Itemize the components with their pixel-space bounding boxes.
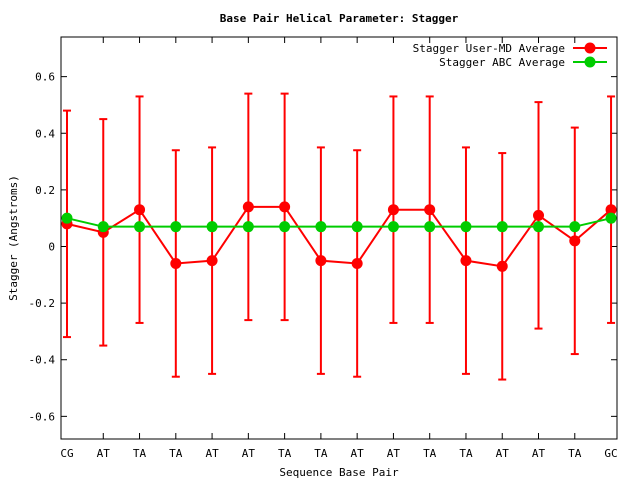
y-tick-label: -0.6: [29, 410, 56, 423]
data-point-abc: [496, 221, 508, 233]
x-tick-label: AT: [242, 447, 256, 460]
legend-marker: [584, 42, 596, 54]
data-point-abc: [97, 221, 109, 233]
data-point-abc: [170, 221, 182, 233]
data-point-abc: [206, 221, 218, 233]
x-tick-label: AT: [97, 447, 111, 460]
x-tick-label: AT: [205, 447, 219, 460]
legend-label: Stagger User-MD Average: [413, 42, 565, 55]
x-tick-label: AT: [351, 447, 365, 460]
chart-title: Base Pair Helical Parameter: Stagger: [220, 12, 459, 25]
x-axis-ticks: CG AT TA TA AT AT TA TA AT AT TA TA AT AT TA GC: [60, 37, 618, 460]
y-tick-label: 0.2: [35, 184, 55, 197]
x-tick-label: TA: [169, 447, 183, 460]
data-point-user-md: [315, 255, 327, 267]
y-tick-label: 0.4: [35, 127, 55, 140]
y-axis-ticks: -0.6 -0.4 -0.2 0 0.2 0.4 0.6: [29, 71, 617, 423]
x-axis-label: Sequence Base Pair: [279, 466, 399, 479]
x-tick-label: CG: [60, 447, 73, 460]
data-point-user-md: [351, 257, 363, 269]
x-tick-label: TA: [314, 447, 328, 460]
data-point-user-md: [387, 204, 399, 216]
data-point-user-md: [170, 257, 182, 269]
series-line-abc: [66, 217, 612, 228]
data-point-abc: [387, 221, 399, 233]
y-tick-label: -0.2: [29, 297, 56, 310]
data-point-user-md: [242, 201, 254, 213]
x-tick-label: GC: [604, 447, 617, 460]
data-point-abc: [533, 221, 545, 233]
plot-frame: [60, 36, 618, 440]
data-point-user-md: [206, 255, 218, 267]
data-point-abc: [424, 221, 436, 233]
y-tick-label: 0.6: [35, 71, 55, 84]
data-point-abc: [134, 221, 146, 233]
x-tick-label: TA: [568, 447, 582, 460]
legend-label: Stagger ABC Average: [439, 56, 565, 69]
legend-marker: [584, 56, 596, 68]
data-point-abc: [351, 221, 363, 233]
data-point-user-md: [533, 209, 545, 221]
data-point-abc: [242, 221, 254, 233]
data-point-abc: [569, 221, 581, 233]
data-point-user-md: [496, 260, 508, 272]
x-tick-label: TA: [423, 447, 437, 460]
data-point-abc: [315, 221, 327, 233]
x-tick-label: TA: [278, 447, 292, 460]
series-layer: [61, 92, 617, 381]
y-axis-label: Stagger (Angstroms): [7, 175, 20, 301]
data-point-user-md: [134, 204, 146, 216]
data-point-abc: [460, 221, 472, 233]
x-tick-label: TA: [459, 447, 473, 460]
data-point-user-md: [569, 235, 581, 247]
data-point-user-md: [460, 255, 472, 267]
x-tick-label: TA: [133, 447, 147, 460]
series-line-user-md: [66, 205, 612, 268]
data-point-user-md: [279, 201, 291, 213]
data-point-abc: [605, 212, 617, 224]
data-point-abc: [61, 212, 73, 224]
y-tick-label: -0.4: [29, 354, 56, 367]
x-tick-label: AT: [532, 447, 546, 460]
x-tick-label: AT: [496, 447, 510, 460]
data-point-user-md: [424, 204, 436, 216]
y-tick-label: 0: [48, 240, 55, 253]
x-tick-label: AT: [387, 447, 401, 460]
data-point-user-md: [605, 204, 617, 216]
data-point-abc: [279, 221, 291, 233]
